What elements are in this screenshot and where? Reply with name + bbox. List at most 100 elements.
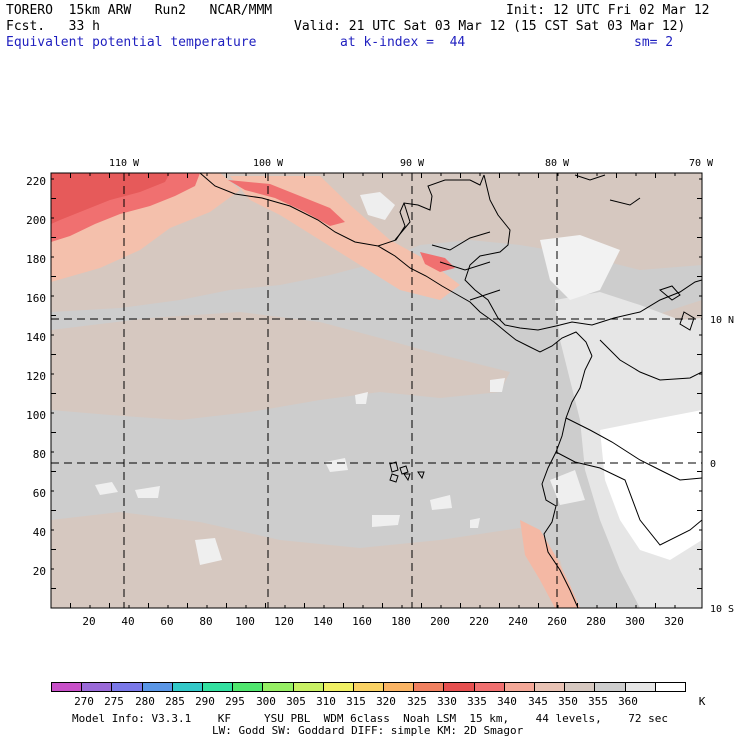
colorbar-label: 300 <box>256 695 276 708</box>
colorbar-swatch <box>353 683 385 691</box>
x-index-labels: 20 40 60 80 100 120 140 160 180 200 220 … <box>82 615 684 628</box>
coastlines <box>199 173 702 608</box>
colorbar-swatch <box>233 683 264 691</box>
colorbar-swatch <box>535 683 566 691</box>
coast-mexico <box>199 173 485 247</box>
x-index-label: 320 <box>664 615 684 628</box>
y-index-label: 100 <box>26 409 46 422</box>
colorbar-swatch <box>172 683 203 691</box>
colorbar-swatch <box>52 683 83 691</box>
lat-label: 0 <box>710 459 716 470</box>
model-info: Model Info: V3.3.1 KF YSU PBL WDM 6class… <box>72 712 669 725</box>
y-index-label: 160 <box>26 292 46 305</box>
x-index-label: 120 <box>274 615 294 628</box>
colorbar-swatch <box>263 683 294 691</box>
lon-label: 90 W <box>400 158 425 169</box>
field-band-330 <box>51 173 170 224</box>
x-index-label: 40 <box>121 615 134 628</box>
colorbar-label: 285 <box>165 695 185 708</box>
colorbar-label: 305 <box>286 695 306 708</box>
colorbar-label: 270 <box>74 695 94 708</box>
x-index-label: 220 <box>469 615 489 628</box>
x-index-label: 200 <box>430 615 450 628</box>
colorbar-unit: K <box>699 695 706 708</box>
y-index-label: 140 <box>26 331 46 344</box>
colorbar-swatch <box>565 683 596 691</box>
forecast-hour: Fcst. 33 h <box>6 19 100 34</box>
colorbar-label: 335 <box>467 695 487 708</box>
init-time: Init: 12 UTC Fri 02 Mar 12 <box>506 3 710 18</box>
y-index-label: 220 <box>26 175 46 188</box>
y-index-label: 200 <box>26 214 46 227</box>
level-index: at k-index = 44 <box>340 35 466 50</box>
field-band-360-caribbean <box>540 235 620 300</box>
colorbar-label: 320 <box>376 695 396 708</box>
model-title: TORERO 15km ARW Run2 NCAR/MMM <box>6 3 273 18</box>
colorbar-swatch <box>414 683 445 691</box>
coast-central-america <box>377 245 593 357</box>
field-band-340-peru <box>520 520 580 608</box>
x-index-label: 60 <box>160 615 173 628</box>
colorbar-swatch <box>625 683 656 691</box>
physics-info: LW: Godd SW: Goddard DIFF: simple KM: 2D… <box>212 724 524 737</box>
x-index-label: 260 <box>547 615 567 628</box>
colorbar-labels: 270 275 280 285 290 295 300 305 310 315 … <box>74 695 706 708</box>
colorbar-swatch <box>112 683 143 691</box>
colorbar-swatch <box>323 683 354 691</box>
colorbar-label: 280 <box>135 695 155 708</box>
x-index-label: 180 <box>391 615 411 628</box>
colorbar <box>51 682 686 692</box>
border-central-america <box>394 202 501 301</box>
colorbar-label: 350 <box>558 695 578 708</box>
field-band-335-guatemala <box>420 252 455 272</box>
coast-south-america <box>541 355 593 608</box>
colorbar-swatch <box>444 683 475 691</box>
lon-labels: 110 W 100 W 90 W 80 W 70 W <box>109 158 714 169</box>
x-index-label: 80 <box>199 615 212 628</box>
colorbar-label: 345 <box>528 695 548 708</box>
x-index-label: 160 <box>352 615 372 628</box>
colorbar-label: 330 <box>437 695 457 708</box>
colorbar-label: 295 <box>225 695 245 708</box>
field-name: Equivalent potential temperature <box>6 35 257 50</box>
border-south-america <box>555 339 702 546</box>
lon-label: 100 W <box>253 158 284 169</box>
colorbar-swatch <box>595 683 626 691</box>
y-index-label: 120 <box>26 370 46 383</box>
field-band-340-coast <box>230 176 460 300</box>
field-band-345-south <box>51 512 575 608</box>
x-index-label: 240 <box>508 615 528 628</box>
valid-time: Valid: 21 UTC Sat 03 Mar 12 (15 CST Sat … <box>294 19 686 34</box>
y-index-label: 60 <box>33 487 46 500</box>
colorbar-swatch <box>82 683 113 691</box>
colorbar-swatch <box>202 683 234 691</box>
graticule <box>51 173 702 608</box>
x-index-label: 280 <box>586 615 606 628</box>
colorbar-swatch <box>384 683 415 691</box>
y-index-label: 40 <box>33 526 46 539</box>
colorbar-swatch <box>655 683 685 691</box>
lat-labels: 10 N 0 10 S <box>710 315 734 615</box>
field-band-360-mex <box>360 192 395 220</box>
x-index-label: 300 <box>625 615 645 628</box>
lat-label: 10 S <box>710 604 734 615</box>
coast-islands <box>574 174 695 331</box>
colorbar-swatch <box>474 683 505 691</box>
colorbar-label: 290 <box>195 695 215 708</box>
field-band-360-andes <box>600 410 702 560</box>
colorbar-label: 310 <box>316 695 336 708</box>
plot-frame <box>50 172 703 609</box>
colorbar-label: 275 <box>104 695 124 708</box>
field-band-335-mexico <box>228 180 345 226</box>
lon-label: 110 W <box>109 158 140 169</box>
y-index-labels: 220 200 180 160 140 120 100 80 60 40 20 <box>26 175 46 578</box>
tick-marks <box>50 173 702 609</box>
field-band-345-mid <box>51 312 510 420</box>
colorbar-label: 340 <box>497 695 517 708</box>
y-index-label: 80 <box>33 448 46 461</box>
y-index-label: 180 <box>26 253 46 266</box>
y-index-label: 20 <box>33 565 46 578</box>
colorbar-label: 325 <box>407 695 427 708</box>
theta-e-field <box>51 173 702 608</box>
